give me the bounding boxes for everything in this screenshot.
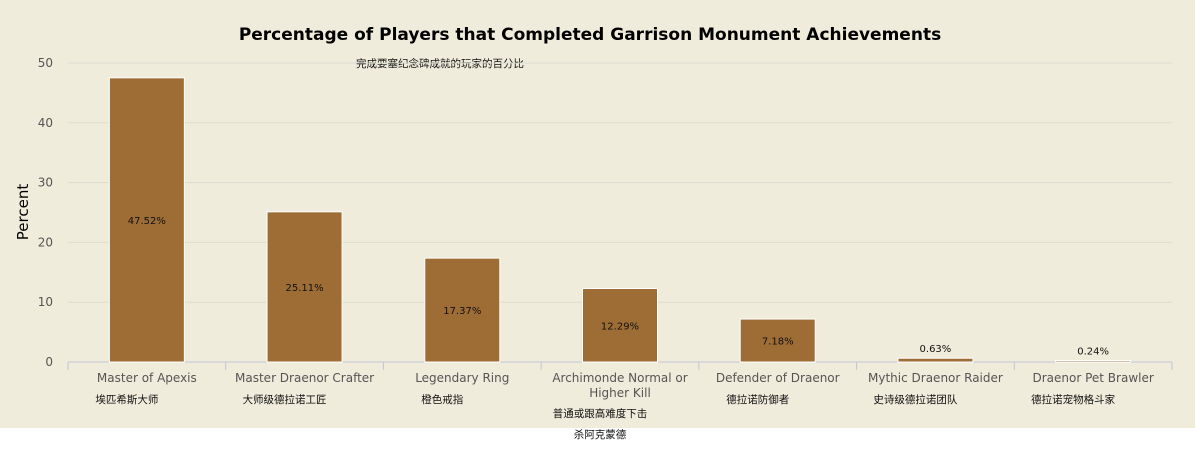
y-tick-label: 40	[38, 116, 53, 130]
bar[interactable]	[424, 257, 501, 363]
data-label: 0.63%	[920, 344, 952, 355]
x-tick-label-cn: 普通或跟高难度下击	[553, 407, 648, 420]
x-tick-label-cn: 德拉诺防御者	[726, 393, 789, 406]
x-tick-label: Legendary Ring	[415, 371, 509, 385]
x-tick-label: Archimonde Normal or	[552, 371, 687, 385]
x-tick-label: Master Draenor Crafter	[235, 371, 374, 385]
y-axis-label: Percent	[14, 184, 32, 241]
bar[interactable]	[739, 318, 816, 363]
data-label: 17.37%	[443, 306, 481, 317]
x-tick-label: Mythic Draenor Raider	[868, 371, 1003, 385]
data-label: 7.18%	[762, 337, 794, 348]
x-tick-label-cn: 大师级德拉诺工匠	[243, 393, 327, 406]
bar[interactable]	[108, 77, 185, 363]
x-tick-label-cn: 史诗级德拉诺团队	[873, 393, 957, 406]
x-tick-label-cn: 埃匹希斯大师	[95, 393, 158, 406]
x-tick-label: Draenor Pet Brawler	[1032, 371, 1153, 385]
y-tick-label: 10	[38, 295, 53, 309]
x-tick-label-cn: 橙色戒指	[421, 393, 463, 406]
bar[interactable]	[582, 288, 658, 363]
bar[interactable]	[897, 357, 974, 363]
x-tick-label: Defender of Draenor	[716, 371, 840, 385]
data-label: 12.29%	[601, 321, 639, 332]
x-tick-label: Master of Apexis	[97, 371, 197, 385]
chart-title: Percentage of Players that Completed Gar…	[239, 25, 941, 45]
y-tick-label: 0	[45, 355, 53, 369]
y-tick-label: 20	[38, 235, 53, 249]
data-label: 47.52%	[128, 216, 166, 227]
bar[interactable]	[1055, 360, 1132, 363]
data-label: 0.24%	[1077, 347, 1109, 358]
bar[interactable]	[266, 211, 343, 363]
y-tick-label: 30	[38, 176, 53, 190]
x-tick-label-cn: 德拉诺宠物格斗家	[1031, 393, 1115, 406]
data-label: 25.11%	[286, 283, 324, 294]
x-tick-label-cn: 杀阿克蒙德	[574, 428, 627, 441]
y-tick-label: 50	[38, 56, 53, 70]
x-tick-label: Higher Kill	[589, 386, 651, 400]
